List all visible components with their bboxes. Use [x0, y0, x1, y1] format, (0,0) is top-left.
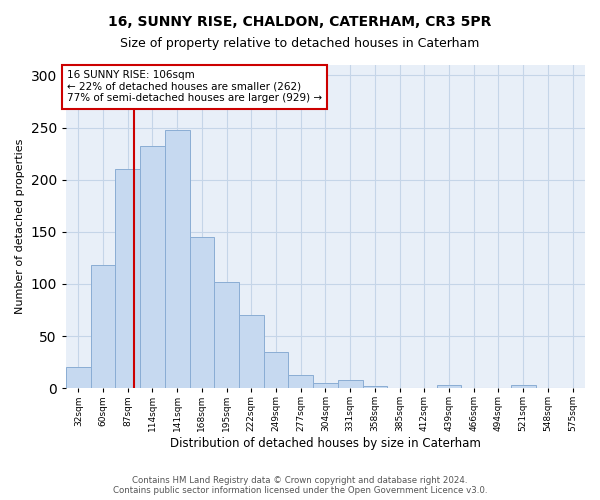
Text: 16 SUNNY RISE: 106sqm
← 22% of detached houses are smaller (262)
77% of semi-det: 16 SUNNY RISE: 106sqm ← 22% of detached …: [67, 70, 322, 103]
X-axis label: Distribution of detached houses by size in Caterham: Distribution of detached houses by size …: [170, 437, 481, 450]
Bar: [91, 265, 115, 388]
Bar: [190, 237, 214, 388]
Y-axis label: Number of detached properties: Number of detached properties: [15, 139, 25, 314]
Bar: [338, 380, 362, 388]
Text: 16, SUNNY RISE, CHALDON, CATERHAM, CR3 5PR: 16, SUNNY RISE, CHALDON, CATERHAM, CR3 5…: [109, 15, 491, 29]
Bar: [66, 368, 91, 388]
Bar: [165, 130, 190, 388]
Bar: [289, 374, 313, 388]
Bar: [263, 352, 289, 388]
Text: Size of property relative to detached houses in Caterham: Size of property relative to detached ho…: [121, 38, 479, 51]
Bar: [239, 315, 263, 388]
Bar: [437, 385, 461, 388]
Bar: [362, 386, 387, 388]
Bar: [115, 169, 140, 388]
Bar: [511, 385, 536, 388]
Bar: [214, 282, 239, 388]
Text: Contains HM Land Registry data © Crown copyright and database right 2024.
Contai: Contains HM Land Registry data © Crown c…: [113, 476, 487, 495]
Bar: [313, 383, 338, 388]
Bar: [140, 146, 165, 388]
